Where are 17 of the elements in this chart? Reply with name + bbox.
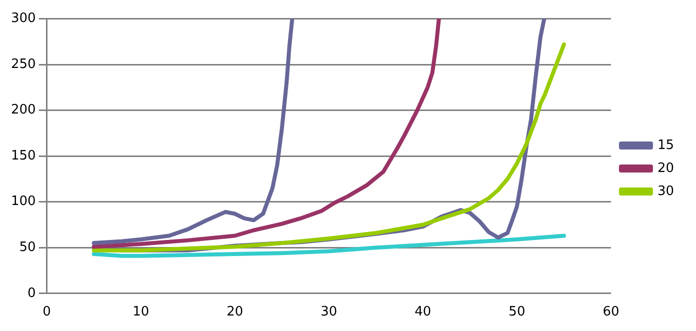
x-tick-label: 20: [226, 304, 244, 320]
y-tick-label: 150: [10, 148, 36, 164]
y-tick-label: 200: [10, 102, 36, 118]
y-tick-label: 100: [10, 194, 36, 210]
x-tick-label: 40: [414, 304, 432, 320]
y-tick-label: 50: [19, 240, 36, 256]
y-tick-label: 300: [10, 11, 36, 26]
legend-label: 20: [657, 160, 674, 176]
x-tick-label: 0: [42, 304, 51, 320]
x-tick-label: 60: [602, 304, 620, 320]
legend-label: 15: [657, 138, 674, 153]
legend-label: 30: [657, 184, 674, 199]
y-tick-label: 250: [10, 56, 36, 72]
y-tick-label: 0: [28, 286, 36, 301]
x-tick-label: 50: [508, 304, 526, 320]
x-tick-label: 30: [320, 304, 338, 320]
x-tick-label: 10: [132, 304, 150, 320]
